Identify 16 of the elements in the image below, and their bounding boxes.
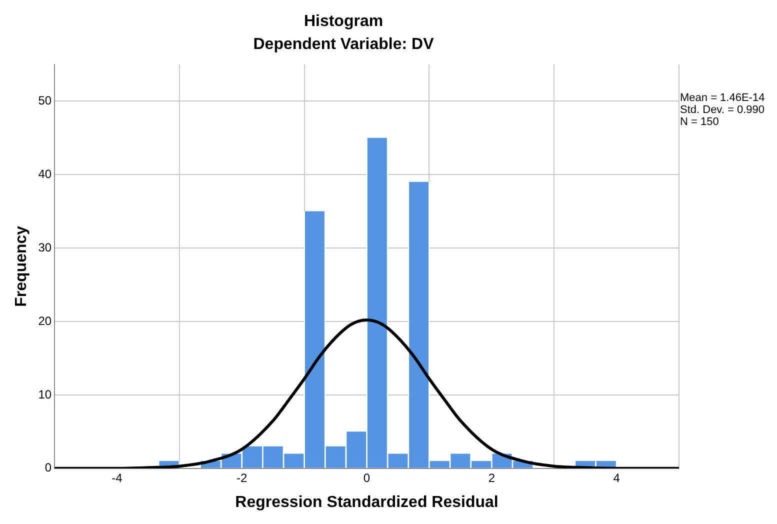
chart-subtitle: Dependent Variable: DV [253,36,434,54]
x-tick-label: 0 [363,470,370,485]
y-tick-label: 50 [38,93,52,108]
x-tick-label: -4 [112,470,123,485]
chart-title: Histogram [304,13,384,30]
x-axis-title: Regression Standardized Residual [235,494,498,511]
y-axis-title: Frequency [13,226,30,307]
y-tick-label: 20 [38,314,52,328]
y-tick-label: 0 [44,460,52,475]
y-tick-label: 10 [38,387,52,402]
x-tick-label: 2 [488,470,496,485]
y-tick-label: 30 [38,240,52,254]
text: Mean = 1.46E-14 Std. Dev. = 0.990 N = 150 [680,92,765,128]
x-tick-label: -2 [236,470,248,485]
x-tick-label: 4 [613,470,620,485]
y-tick-label: 40 [38,166,52,181]
